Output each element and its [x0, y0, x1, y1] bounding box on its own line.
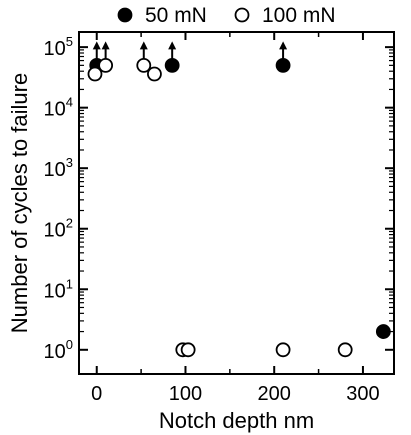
y-tick-base: 10 [44, 280, 66, 302]
point-50mN [375, 324, 391, 339]
runout-arrow-head [279, 41, 288, 50]
point-100mN [87, 66, 103, 82]
point-100mN [180, 342, 196, 358]
legend-label: 50 mN [145, 4, 207, 27]
point-50mN [275, 57, 291, 73]
point-100mN [136, 57, 152, 73]
point-100mN [98, 57, 114, 73]
legend: 50 mN 100 mN [117, 4, 336, 27]
runout-arrow-head [101, 41, 110, 50]
y-tick-label: 102 [44, 216, 73, 242]
y-tick-base: 10 [44, 159, 66, 181]
legend-marker [234, 7, 250, 23]
legend-label: 100 mN [262, 4, 336, 27]
y-tick-exponent: 2 [66, 216, 73, 231]
runout-arrow-head [92, 41, 101, 50]
x-axis-title: Notch depth nm [159, 408, 314, 433]
y-axis-title: Number of cycles to failure [7, 73, 32, 333]
point-100mN [275, 342, 291, 358]
y-tick-label: 101 [44, 276, 73, 302]
y-tick-exponent: 5 [66, 34, 73, 49]
point-100mN [147, 66, 162, 82]
point-50mN [164, 57, 180, 73]
y-tick-exponent: 4 [66, 95, 73, 110]
y-tick-exponent: 0 [66, 337, 73, 352]
y-tick-base: 10 [44, 341, 66, 363]
x-tick-label: 100 [169, 383, 202, 405]
data-points [87, 41, 391, 358]
y-tick-label: 103 [44, 155, 73, 181]
legend-marker [117, 7, 133, 23]
runout-arrow-head [168, 41, 177, 50]
y-tick-exponent: 3 [66, 155, 73, 170]
point-100mN [337, 342, 353, 358]
y-tick-base: 10 [44, 38, 66, 60]
y-tick-label: 104 [44, 95, 73, 121]
plot-frame [78, 31, 395, 375]
x-tick-label: 0 [91, 383, 102, 405]
runout-arrow-head [139, 41, 148, 50]
y-tick-base: 10 [44, 99, 66, 121]
x-tick-label: 200 [258, 383, 291, 405]
y-tick-label: 100 [44, 337, 73, 363]
y-tick-base: 10 [44, 220, 66, 242]
y-tick-exponent: 1 [66, 276, 73, 291]
x-tick-label: 300 [346, 383, 379, 405]
y-tick-label: 105 [44, 34, 73, 60]
